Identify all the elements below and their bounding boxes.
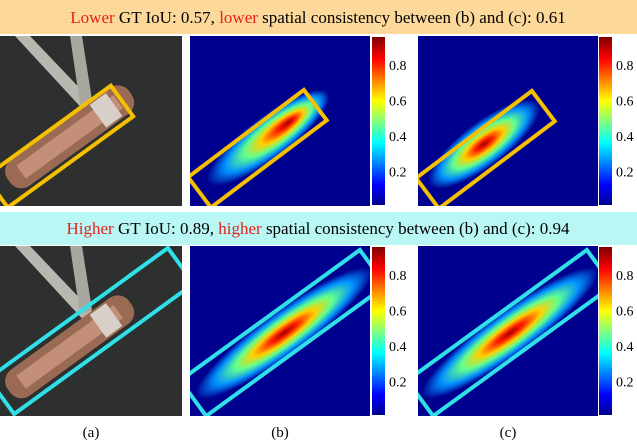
header: Higher GT IoU: 0.89, higher spatial cons…: [67, 219, 570, 238]
colorbar-tick-label: 0.2: [389, 376, 407, 391]
heatmap: [188, 36, 370, 208]
colorbar-tick-label: 0.6: [616, 305, 634, 320]
heatmap: [407, 246, 612, 416]
colorbar-tick-label: 0.8: [616, 269, 634, 284]
header-segment: Higher: [67, 219, 115, 238]
colorbar-tick-label: 0.8: [389, 59, 407, 74]
colorbar: [599, 247, 612, 415]
header-segment: GT IoU: 0.57,: [115, 8, 220, 27]
colorbar-tick-label: 0.2: [616, 376, 634, 391]
page: {"rows":[{"header":["Lower"," GT IoU: 0.…: [0, 0, 637, 443]
colorbar-tick-label: 0.6: [389, 305, 407, 320]
header-segment: lower: [219, 8, 258, 27]
heatmap: [180, 246, 385, 416]
colorbar-tick-label: 0.8: [389, 269, 407, 284]
header-segment: spatial consistency between (b) and (c):…: [262, 219, 570, 238]
colorbar: [372, 37, 385, 205]
header: Lower GT IoU: 0.57, lower spatial consis…: [70, 8, 565, 27]
figure: Lower GT IoU: 0.57, lower spatial consis…: [0, 0, 637, 443]
heatmap: [416, 36, 598, 209]
colorbar: [599, 37, 612, 205]
header-segment: spatial consistency between (b) and (c):…: [258, 8, 566, 27]
panel-caption: (c): [500, 425, 517, 441]
header-segment: higher: [218, 219, 262, 238]
colorbar-tick-label: 0.2: [616, 166, 634, 181]
colorbar-tick-label: 0.8: [616, 59, 634, 74]
aerial-image: [0, 246, 194, 416]
panel-caption: (a): [83, 425, 100, 441]
colorbar-tick-label: 0.4: [389, 130, 407, 145]
colorbar-tick-label: 0.4: [616, 130, 634, 145]
colorbar-tick-label: 0.2: [389, 166, 407, 181]
aerial-image: [0, 36, 182, 208]
colorbar-tick-label: 0.6: [389, 95, 407, 110]
header-segment: GT IoU: 0.89,: [114, 219, 219, 238]
header-segment: Lower: [70, 8, 115, 27]
colorbar-tick-label: 0.4: [616, 340, 634, 355]
colorbar-tick-label: 0.6: [616, 95, 634, 110]
colorbar-tick-label: 0.4: [389, 340, 407, 355]
colorbar: [372, 247, 385, 415]
panel-caption: (b): [271, 425, 289, 441]
